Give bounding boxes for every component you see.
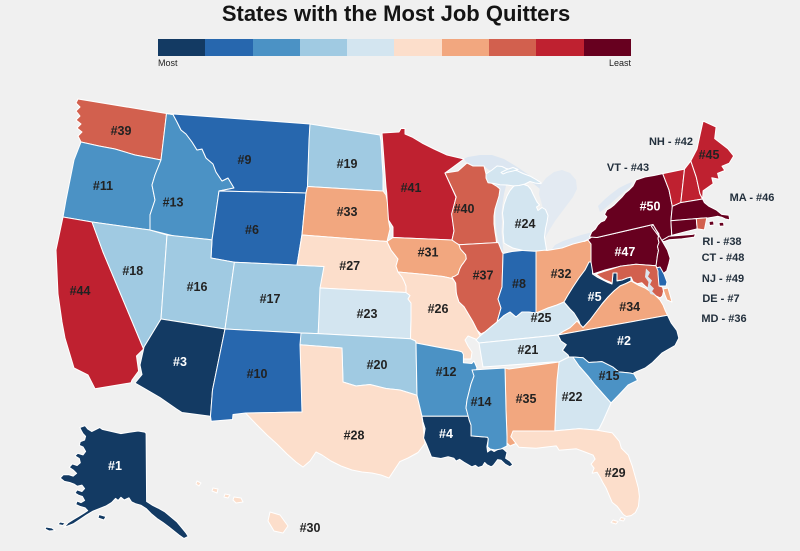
svg-text:#39: #39: [111, 124, 132, 138]
svg-text:#23: #23: [357, 307, 378, 321]
svg-text:MD - #36: MD - #36: [701, 313, 746, 325]
svg-text:#14: #14: [471, 395, 492, 409]
svg-text:#20: #20: [367, 358, 388, 372]
svg-text:#8: #8: [512, 277, 526, 291]
svg-text:#32: #32: [551, 267, 572, 281]
svg-text:#44: #44: [70, 284, 91, 298]
svg-text:#17: #17: [260, 292, 281, 306]
svg-text:NJ - #49: NJ - #49: [702, 273, 744, 285]
svg-text:#29: #29: [605, 466, 626, 480]
svg-text:#10: #10: [247, 367, 268, 381]
svg-text:#19: #19: [337, 157, 358, 171]
svg-text:#28: #28: [344, 429, 365, 443]
svg-text:#26: #26: [428, 302, 449, 316]
svg-text:#30: #30: [300, 521, 321, 535]
svg-text:#45: #45: [699, 148, 720, 162]
svg-text:MA - #46: MA - #46: [730, 192, 775, 204]
svg-text:#22: #22: [562, 390, 583, 404]
svg-text:#2: #2: [617, 334, 631, 348]
svg-text:#9: #9: [238, 153, 252, 167]
svg-text:#35: #35: [516, 392, 537, 406]
svg-text:#47: #47: [614, 245, 635, 259]
svg-text:#41: #41: [401, 181, 422, 195]
svg-text:#1: #1: [108, 459, 122, 473]
svg-text:#4: #4: [439, 427, 453, 441]
svg-text:#25: #25: [531, 311, 552, 325]
svg-text:#37: #37: [473, 269, 494, 283]
svg-text:#31: #31: [418, 246, 439, 260]
svg-text:#18: #18: [122, 264, 143, 278]
svg-text:#24: #24: [515, 217, 536, 231]
svg-text:VT - #43: VT - #43: [607, 162, 649, 174]
svg-text:#16: #16: [187, 280, 208, 294]
svg-text:#34: #34: [619, 300, 640, 314]
svg-text:#33: #33: [337, 205, 358, 219]
svg-text:#15: #15: [599, 369, 620, 383]
svg-text:#13: #13: [163, 196, 184, 210]
svg-text:#50: #50: [640, 200, 661, 214]
svg-text:#5: #5: [588, 290, 602, 304]
svg-text:RI - #38: RI - #38: [702, 236, 741, 248]
svg-text:CT - #48: CT - #48: [702, 252, 745, 264]
svg-text:#40: #40: [454, 202, 475, 216]
svg-text:#6: #6: [245, 223, 259, 237]
svg-text:#27: #27: [339, 259, 360, 273]
svg-text:DE - #7: DE - #7: [702, 293, 739, 305]
svg-text:#11: #11: [93, 179, 113, 193]
svg-text:#3: #3: [173, 355, 187, 369]
svg-text:#21: #21: [517, 343, 538, 357]
svg-text:#12: #12: [436, 365, 457, 379]
svg-text:NH - #42: NH - #42: [649, 136, 693, 148]
